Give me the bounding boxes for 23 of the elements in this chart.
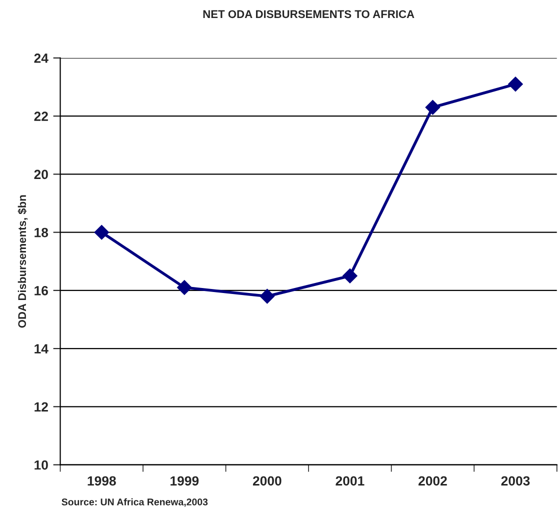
x-tick-label: 2003: [501, 476, 530, 486]
point: [342, 268, 358, 284]
y-tick-label: 22: [34, 112, 48, 121]
y-tick-label: 16: [34, 286, 48, 296]
y-tick-label: 10: [34, 460, 48, 470]
y-tick-label: 12: [34, 402, 48, 412]
chart-title: NET ODA DISBURSEMENTS TO AFRICA: [203, 10, 414, 18]
x-tick-label: 2001: [336, 476, 364, 486]
x-tick-label: 2000: [252, 476, 282, 486]
point: [94, 224, 110, 240]
x-tick-label: 2002: [418, 476, 447, 486]
y-axis-title: ODA Disbursements, $bn: [18, 195, 28, 328]
point: [260, 288, 275, 304]
point: [508, 76, 523, 92]
point: [177, 280, 192, 295]
y-tick-label: 20: [34, 170, 48, 180]
x-tick-label: 1998: [88, 476, 116, 486]
x-tick-label: 1999: [170, 476, 199, 486]
y-tick-label: 24: [34, 54, 48, 63]
y-tick-label: 18: [34, 228, 48, 238]
point: [425, 100, 440, 115]
source-note: Source: UN Africa Renewa,2003: [62, 498, 208, 507]
y-tick-label: 14: [34, 344, 48, 354]
